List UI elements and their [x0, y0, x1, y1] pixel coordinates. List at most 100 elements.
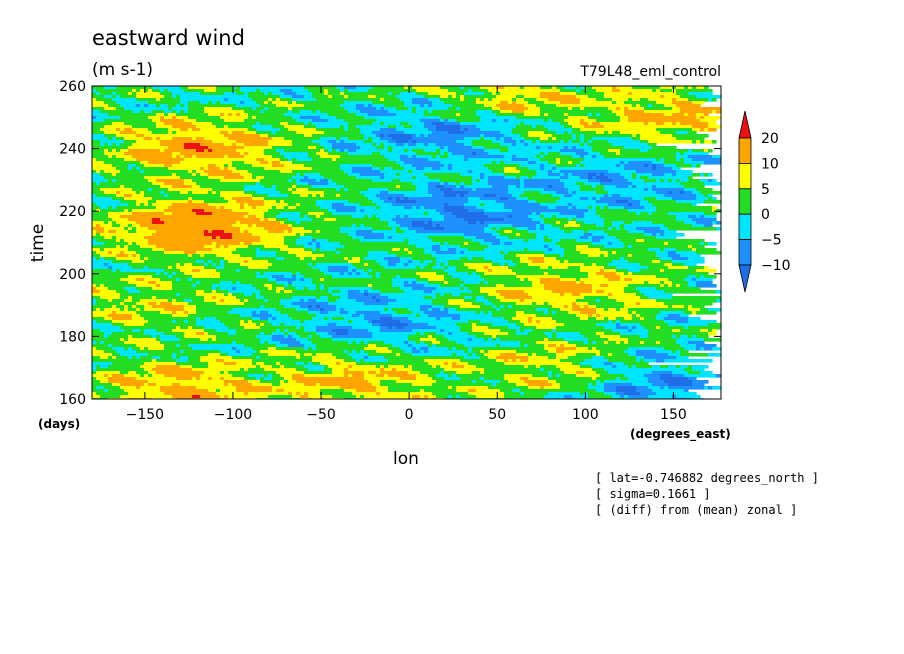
field-cell-1792: [576, 221, 585, 225]
field-cell-591: [480, 128, 513, 132]
field-cell-2344: [424, 266, 433, 270]
field-cell-2815: [640, 302, 665, 306]
field-cell-2764: [336, 299, 357, 303]
field-cell-3434: [704, 347, 713, 351]
field-cell-3570: [312, 359, 345, 363]
field-cell-3378: [496, 344, 501, 348]
field-cell-981: [292, 158, 297, 162]
field-cell-3471: [600, 350, 625, 354]
field-cell-2797: [328, 302, 365, 306]
field-cell-1878: [660, 227, 669, 231]
field-cell-667: [576, 134, 581, 138]
field-cell-3880: [516, 383, 529, 387]
field-cell-2352: [508, 266, 541, 270]
field-cell-3822: [616, 377, 621, 381]
field-cell-2715: [316, 296, 321, 300]
field-cell-2369: [180, 269, 193, 273]
field-cell-2626: [592, 287, 625, 291]
field-cell-2313: [516, 263, 529, 267]
field-cell-2104: [408, 248, 425, 252]
field-cell-1884: [108, 230, 117, 234]
field-cell-3366: [288, 344, 305, 348]
field-cell-761: [648, 140, 693, 144]
field-cell-207: [612, 98, 629, 102]
field-cell-3196: [208, 332, 229, 336]
field-cell-615: [276, 131, 297, 135]
field-cell-1917: [588, 230, 605, 234]
field-cell-450: [620, 116, 629, 120]
field-cell-2510: [92, 281, 129, 285]
field-cell-2596: [124, 287, 137, 291]
field-cell-2479: [188, 278, 193, 282]
field-cell-3713: [220, 371, 225, 375]
field-cell-2193: [628, 254, 633, 258]
field-cell-1620: [464, 206, 477, 210]
field-cell-1005: [104, 161, 141, 165]
field-cell-2989: [668, 314, 681, 318]
field-cell-3892: [92, 386, 97, 390]
field-cell-3453: [364, 350, 377, 354]
field-cell-1176: [480, 173, 485, 177]
field-cell-552: [460, 125, 477, 129]
field-cell-3172: [500, 329, 517, 333]
field-cell-2540: [580, 281, 585, 285]
field-cell-1694: [668, 212, 705, 216]
field-cell-2890: [432, 308, 441, 312]
field-cell-717: [632, 137, 641, 141]
field-cell-3546: [368, 356, 385, 360]
field-cell-559: [572, 125, 585, 129]
field-cell-2892: [444, 308, 449, 312]
field-cell-1333: [344, 185, 397, 189]
field-cell-1930: [300, 233, 305, 237]
field-cell-1160: [196, 173, 201, 177]
field-cell-141: [248, 95, 281, 99]
field-cell-648: [304, 134, 313, 138]
field-cell-934: [176, 155, 181, 159]
field-cell-1432: [608, 191, 657, 195]
field-cell-2526: [404, 281, 409, 285]
field-cell-3128: [436, 326, 461, 330]
field-cell-3056: [368, 320, 373, 324]
field-cell-850: [160, 149, 165, 153]
field-cell-1183: [568, 173, 573, 177]
field-cell-32: [584, 86, 593, 90]
field-cell-3750: [148, 374, 153, 378]
field-cell-1772: [240, 221, 281, 225]
field-cell-421: [664, 113, 673, 117]
field-cell-176: [160, 98, 181, 102]
field-cell-3032: [640, 317, 645, 321]
field-cell-1718: [444, 215, 457, 219]
field-cell-1377: [344, 188, 349, 192]
field-cell-3372: [408, 344, 413, 348]
field-cell-2612: [308, 287, 317, 291]
field-cell-1911: [504, 230, 513, 234]
field-cell-611: [232, 131, 245, 135]
field-cell-685: [196, 137, 205, 141]
field-cell-1973: [544, 236, 549, 240]
field-cell-3347: [620, 341, 625, 345]
field-cell-883: [592, 149, 609, 153]
field-cell-101: [248, 92, 265, 96]
field-cell-2847: [512, 305, 553, 309]
field-cell-3478: [92, 353, 113, 357]
field-cell-1348: [548, 185, 553, 189]
run-label: T79L48_eml_control: [579, 64, 721, 80]
field-cell-2210: [300, 257, 305, 261]
field-cell-3807: [292, 377, 365, 381]
field-cell-2978: [516, 314, 537, 318]
field-cell-592: [512, 128, 549, 132]
field-cell-3547: [384, 356, 465, 360]
field-cell-2570: [372, 284, 393, 288]
field-cell-100: [244, 92, 249, 96]
field-cell-848: [120, 149, 129, 153]
field-cell-753: [568, 140, 573, 144]
field-cell-3108: [92, 326, 121, 330]
field-cell-524: [672, 122, 677, 126]
field-cell-487: [700, 119, 717, 123]
field-cell-3199: [260, 332, 265, 336]
field-cell-1814: [256, 224, 289, 228]
field-cell-3758: [272, 374, 281, 378]
field-cell-3848: [524, 380, 549, 384]
field-cell-1241: [688, 176, 693, 180]
field-cell-2327: [144, 266, 149, 270]
